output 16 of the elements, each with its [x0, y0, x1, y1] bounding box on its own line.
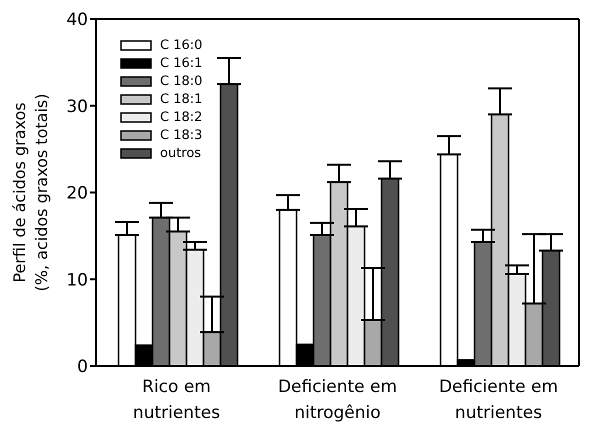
- y-tick-label: 10: [66, 270, 88, 290]
- legend-label: C 18:2: [160, 110, 202, 125]
- legend-label: C 18:1: [160, 92, 202, 107]
- x-tick-label: Rico em nutrientes: [132, 377, 220, 423]
- x-tick-label: Deficiente em nutrientes: [438, 377, 558, 423]
- legend-label: C 16:0: [160, 38, 202, 53]
- y-tick-label: 20: [66, 184, 88, 204]
- y-tick-label: 30: [66, 96, 88, 117]
- legend-label: C 18:0: [160, 74, 202, 89]
- y-tick-label: 0: [77, 357, 88, 378]
- x-tick-label: Deficiente em nitrogênio: [278, 377, 398, 423]
- y-tick-label: 40: [66, 10, 88, 30]
- legend-label: C 18:3: [160, 128, 202, 143]
- legend-label: C 16:1: [160, 56, 202, 71]
- legend-label: outros: [160, 146, 202, 161]
- y-axis-title: Perfil de ácidos graxos (%, acidos graxos totais): [10, 94, 51, 292]
